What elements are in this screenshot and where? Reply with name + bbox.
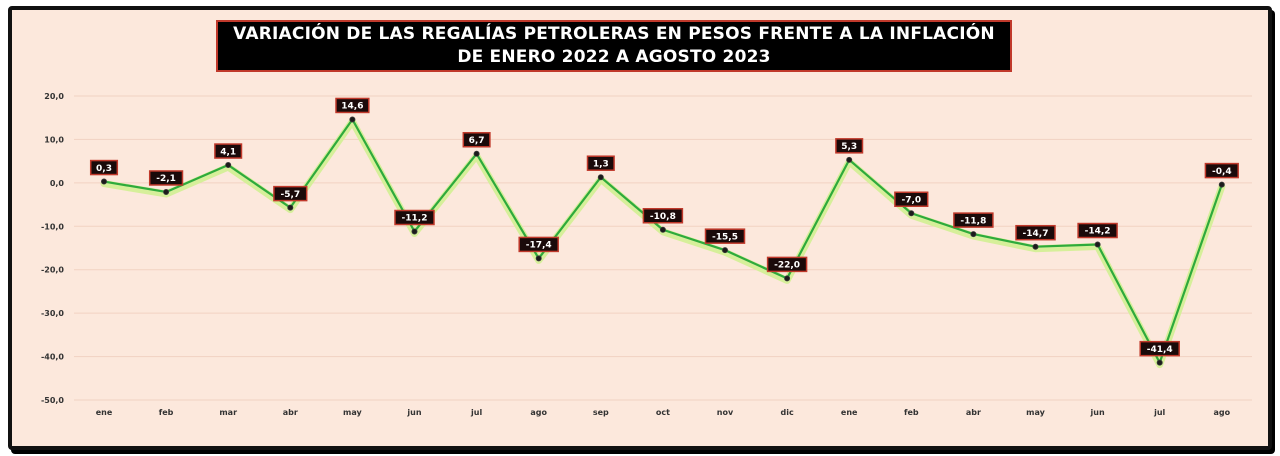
- data-label: 1,3: [588, 156, 615, 170]
- data-point: [1219, 182, 1224, 187]
- svg-text:-41,4: -41,4: [1147, 345, 1173, 355]
- data-label: -15,5: [706, 229, 745, 243]
- svg-text:-17,4: -17,4: [526, 241, 552, 251]
- series-line-path: [104, 119, 1222, 362]
- data-label: -2,1: [150, 171, 183, 185]
- data-point: [660, 227, 665, 232]
- data-point: [412, 229, 417, 234]
- y-tick-label: 20,0: [44, 92, 64, 101]
- x-tick-label: ene: [96, 408, 113, 417]
- x-tick-label: feb: [159, 408, 174, 417]
- x-tick-label: sep: [593, 408, 609, 417]
- x-tick-label: abr: [283, 408, 298, 417]
- y-axis: 20,0 10,0 0,0 -10,0 -20,0 -30,0 -40,0 -50,0: [41, 92, 64, 405]
- x-tick-label: may: [1026, 408, 1045, 417]
- y-tick-label: 10,0: [44, 135, 64, 144]
- svg-text:-10,8: -10,8: [650, 212, 676, 222]
- data-point: [226, 162, 231, 167]
- x-tick-label: ago: [530, 408, 547, 417]
- data-point: [288, 205, 293, 210]
- svg-text:-5,7: -5,7: [280, 190, 300, 200]
- svg-text:6,7: 6,7: [469, 136, 485, 146]
- svg-text:-2,1: -2,1: [156, 174, 176, 184]
- x-tick-label: may: [343, 408, 362, 417]
- x-tick-label: nov: [717, 408, 734, 417]
- data-label: 6,7: [463, 133, 490, 147]
- data-point: [101, 179, 106, 184]
- y-tick-label: -20,0: [41, 266, 64, 275]
- data-point: [909, 211, 914, 216]
- series-line: [101, 117, 1224, 365]
- data-point: [1157, 360, 1162, 365]
- svg-text:14,6: 14,6: [341, 102, 363, 112]
- svg-text:-22,0: -22,0: [774, 261, 800, 271]
- x-tick-label: dic: [780, 408, 793, 417]
- x-tick-label: ene: [841, 408, 858, 417]
- data-label: -5,7: [274, 187, 307, 201]
- svg-text:-11,8: -11,8: [960, 216, 986, 226]
- data-label: -10,8: [643, 209, 682, 223]
- svg-text:-0,4: -0,4: [1212, 167, 1232, 177]
- series-line-glow: [104, 121, 1222, 364]
- y-tick-label: 0,0: [50, 179, 65, 188]
- data-point: [164, 189, 169, 194]
- data-point: [474, 151, 479, 156]
- data-labels: 0,3 -2,1 4,1 -5,7 14,6 -11,2 6,7 -17,4 1,3 -10,8 -…: [91, 98, 1239, 355]
- chart-title: VARIACIÓN DE LAS REGALÍAS PETROLERAS EN …: [216, 20, 1012, 72]
- data-label: 5,3: [836, 139, 863, 153]
- y-tick-label: -50,0: [41, 396, 64, 405]
- svg-text:1,3: 1,3: [593, 159, 609, 169]
- x-tick-label: mar: [219, 408, 237, 417]
- data-point: [350, 117, 355, 122]
- data-label: -41,4: [1140, 342, 1179, 356]
- svg-text:5,3: 5,3: [841, 142, 857, 152]
- svg-text:4,1: 4,1: [220, 147, 236, 157]
- data-point: [536, 256, 541, 261]
- x-tick-label: jun: [1090, 408, 1105, 417]
- data-label: 4,1: [215, 144, 242, 158]
- data-point: [785, 276, 790, 281]
- data-label: -22,0: [768, 257, 807, 271]
- svg-text:-14,2: -14,2: [1085, 227, 1111, 237]
- data-label: -0,4: [1205, 164, 1238, 178]
- x-tick-label: abr: [966, 408, 981, 417]
- data-label: -17,4: [519, 237, 558, 251]
- chart-title-line-1: VARIACIÓN DE LAS REGALÍAS PETROLERAS EN …: [233, 23, 995, 46]
- svg-text:-14,7: -14,7: [1023, 229, 1049, 239]
- data-point: [722, 248, 727, 253]
- x-axis: ene feb mar abr may jun jul ago sep oct nov dic ene f…: [96, 408, 1231, 417]
- y-tick-label: -30,0: [41, 309, 64, 318]
- x-tick-label: feb: [904, 408, 919, 417]
- data-label: -11,2: [395, 210, 434, 224]
- svg-text:0,3: 0,3: [96, 164, 112, 174]
- svg-text:-15,5: -15,5: [712, 232, 738, 242]
- y-tick-label: -40,0: [41, 353, 64, 362]
- x-tick-label: jun: [406, 408, 421, 417]
- svg-text:-7,0: -7,0: [901, 195, 921, 205]
- y-tick-label: -10,0: [41, 222, 64, 231]
- data-point: [971, 232, 976, 237]
- chart-title-line-2: DE ENERO 2022 A AGOSTO 2023: [457, 46, 770, 69]
- x-tick-label: jul: [470, 408, 482, 417]
- data-point: [1033, 244, 1038, 249]
- svg-text:-11,2: -11,2: [402, 214, 428, 224]
- x-tick-label: ago: [1213, 408, 1230, 417]
- data-label: 0,3: [91, 161, 118, 175]
- data-label: -14,2: [1078, 224, 1117, 238]
- data-label: -11,8: [954, 213, 993, 227]
- x-tick-label: jul: [1153, 408, 1165, 417]
- data-point: [598, 175, 603, 180]
- data-point: [847, 157, 852, 162]
- data-label: -7,0: [895, 192, 928, 206]
- data-point: [1095, 242, 1100, 247]
- x-tick-label: oct: [656, 408, 670, 417]
- data-label: -14,7: [1016, 226, 1055, 240]
- data-label: 14,6: [336, 98, 369, 112]
